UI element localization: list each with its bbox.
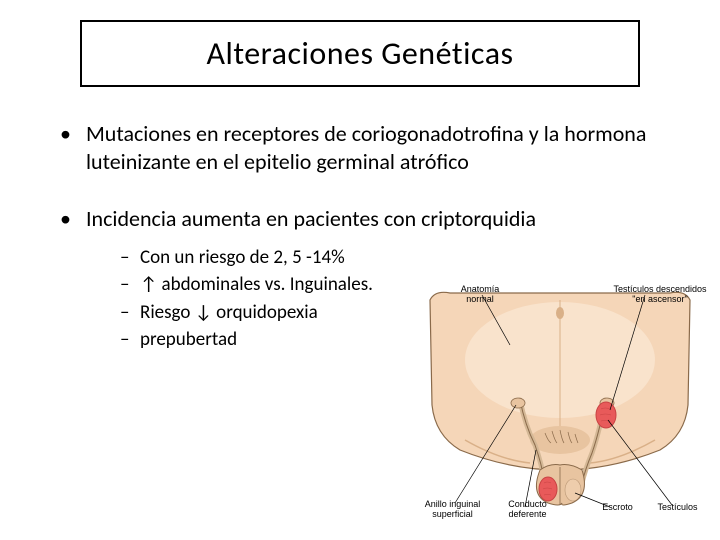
page-title: Alteraciones Genéticas [102,34,618,73]
label-ascensor: Testículos descendidos"en ascensor" [605,285,715,305]
sub-risk: Con un riesgo de 2, 5 -14% [120,245,420,271]
label-conducto: Conductodeferente [500,500,555,520]
label-escroto: Escroto [595,503,640,513]
sub-abdominales: ↑ abdominales vs. Inguinales. [120,272,420,298]
bullet-mutations: Mutaciones en receptores de coriogonadot… [60,120,660,175]
anatomy-diagram: Anatomíanormal Testículos descendidos"en… [410,285,710,515]
title-box: Alteraciones Genéticas [80,20,640,87]
anatomy-svg [410,285,710,515]
sub-bullet-list: Con un riesgo de 2, 5 -14% ↑ abdominales… [60,245,420,354]
label-anillo: Anillo inguinalsuperficial [415,500,490,520]
sub-prepubertad: prepubertad [120,327,420,353]
sub-orquidopexia: Riesgo ↓ orquidopexia [120,300,420,326]
label-anatomia-normal: Anatomíanormal [450,285,510,305]
bullet-incidence: Incidencia aumenta en pacientes con crip… [60,205,660,233]
label-testiculos: Testículos [650,503,705,513]
